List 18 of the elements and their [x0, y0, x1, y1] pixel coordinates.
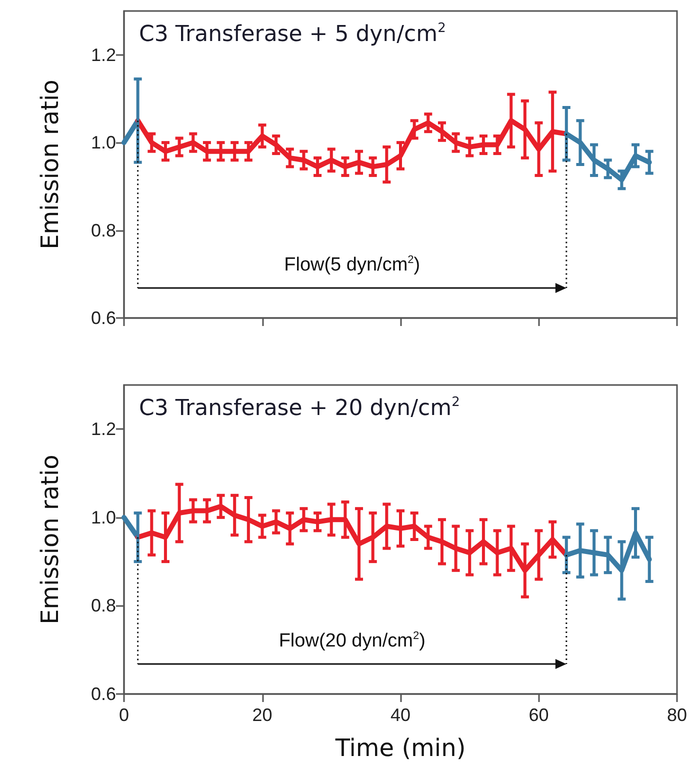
y-tick-label: 1.0	[90, 132, 116, 153]
x-tick-label: 80	[666, 705, 688, 725]
y-tick-label: 0.8	[90, 220, 116, 240]
y-tick-label: 0.6	[90, 308, 116, 328]
x-tick-label: 40	[390, 705, 411, 725]
y-tick-label: 0.6	[90, 684, 116, 704]
y-tick-label: 1.2	[90, 419, 116, 440]
y-axis-title: Emission ratio	[36, 454, 64, 624]
y-axis-title: Emission ratio	[36, 80, 64, 250]
x-tick-label: 60	[528, 705, 549, 725]
x-tick-label: 20	[252, 705, 272, 725]
y-tick-label: 1.0	[90, 507, 116, 528]
x-axis-title: Time (min)	[334, 734, 466, 762]
annotation: Flow(5 dyn/cm$^{2}$)	[284, 254, 420, 276]
x-tick-label: 0	[118, 705, 130, 725]
y-tick-label: 1.2	[90, 44, 116, 65]
y-tick-label: 0.8	[90, 596, 116, 616]
annotation: Flow(20 dyn/cm$^{2}$)	[278, 630, 426, 652]
